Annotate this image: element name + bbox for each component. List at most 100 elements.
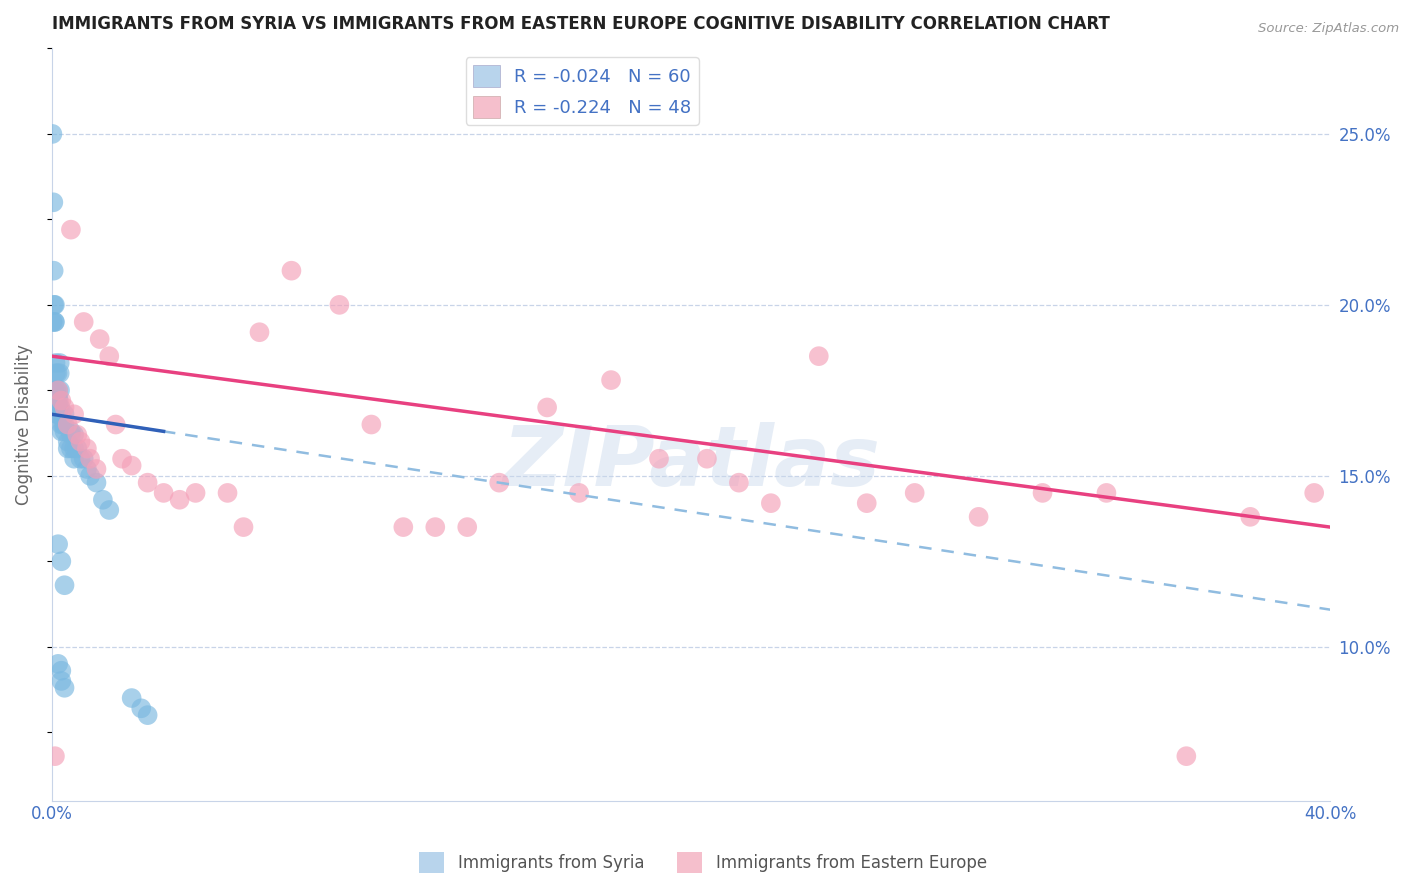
Point xyxy=(169,492,191,507)
Point xyxy=(42,263,65,277)
Point xyxy=(1303,486,1326,500)
Point xyxy=(807,349,830,363)
Point xyxy=(56,434,79,449)
Point xyxy=(1239,509,1261,524)
Point xyxy=(488,475,510,490)
Point xyxy=(91,492,114,507)
Point xyxy=(86,475,108,490)
Point xyxy=(41,315,63,329)
Point xyxy=(728,475,751,490)
Point xyxy=(759,496,782,510)
Point xyxy=(48,356,70,370)
Point xyxy=(49,384,72,398)
Point xyxy=(392,520,415,534)
Point xyxy=(129,701,152,715)
Point xyxy=(73,451,96,466)
Point xyxy=(536,401,558,415)
Point xyxy=(63,442,86,456)
Point xyxy=(152,486,174,500)
Point xyxy=(52,417,75,432)
Point xyxy=(45,393,67,408)
Text: Source: ZipAtlas.com: Source: ZipAtlas.com xyxy=(1258,22,1399,36)
Point xyxy=(48,401,70,415)
Point xyxy=(121,458,143,473)
Point xyxy=(53,401,76,415)
Point xyxy=(42,298,65,312)
Point xyxy=(59,425,82,439)
Point xyxy=(63,407,86,421)
Point xyxy=(967,509,990,524)
Point xyxy=(59,442,82,456)
Point xyxy=(425,520,447,534)
Point xyxy=(63,451,86,466)
Point xyxy=(45,366,67,380)
Point xyxy=(600,373,623,387)
Point xyxy=(56,442,79,456)
Point xyxy=(69,451,91,466)
Point xyxy=(111,451,134,466)
Point xyxy=(328,298,350,312)
Point xyxy=(51,417,73,432)
Point xyxy=(45,356,67,370)
Point xyxy=(76,442,98,456)
Legend: R = -0.024   N = 60, R = -0.224   N = 48: R = -0.024 N = 60, R = -0.224 N = 48 xyxy=(465,57,699,125)
Point xyxy=(44,315,66,329)
Point xyxy=(136,475,159,490)
Point xyxy=(53,681,76,695)
Point xyxy=(51,664,73,678)
Point xyxy=(59,427,82,442)
Point xyxy=(136,708,159,723)
Point xyxy=(53,417,76,432)
Point xyxy=(46,401,69,415)
Point xyxy=(51,425,73,439)
Point xyxy=(456,520,478,534)
Text: IMMIGRANTS FROM SYRIA VS IMMIGRANTS FROM EASTERN EUROPE COGNITIVE DISABILITY COR: IMMIGRANTS FROM SYRIA VS IMMIGRANTS FROM… xyxy=(52,15,1109,33)
Point xyxy=(98,349,121,363)
Legend: Immigrants from Syria, Immigrants from Eastern Europe: Immigrants from Syria, Immigrants from E… xyxy=(412,846,994,880)
Point xyxy=(53,407,76,421)
Point xyxy=(46,390,69,404)
Point xyxy=(41,127,63,141)
Point xyxy=(104,417,127,432)
Point xyxy=(568,486,591,500)
Point xyxy=(66,442,89,456)
Point xyxy=(76,462,98,476)
Point xyxy=(66,427,89,442)
Point xyxy=(48,393,70,408)
Point xyxy=(51,407,73,421)
Point xyxy=(184,486,207,500)
Point xyxy=(98,503,121,517)
Point xyxy=(1175,749,1198,764)
Point xyxy=(51,673,73,688)
Point xyxy=(44,315,66,329)
Point xyxy=(360,417,382,432)
Point xyxy=(51,393,73,408)
Point xyxy=(56,417,79,432)
Point xyxy=(86,462,108,476)
Point xyxy=(217,486,239,500)
Point xyxy=(69,434,91,449)
Point xyxy=(46,537,69,551)
Point xyxy=(249,325,271,339)
Point xyxy=(45,384,67,398)
Point xyxy=(63,427,86,442)
Point xyxy=(46,390,69,404)
Point xyxy=(44,384,66,398)
Point xyxy=(46,366,69,380)
Point xyxy=(46,384,69,398)
Point xyxy=(45,401,67,415)
Point xyxy=(46,407,69,421)
Point xyxy=(904,486,927,500)
Point xyxy=(44,298,66,312)
Point xyxy=(48,366,70,380)
Text: ZIPatlas: ZIPatlas xyxy=(502,422,880,502)
Point xyxy=(73,315,96,329)
Point xyxy=(1031,486,1053,500)
Point xyxy=(53,425,76,439)
Point xyxy=(46,657,69,671)
Point xyxy=(79,468,101,483)
Point xyxy=(53,578,76,592)
Point xyxy=(648,451,671,466)
Point xyxy=(42,195,65,210)
Point xyxy=(59,222,82,236)
